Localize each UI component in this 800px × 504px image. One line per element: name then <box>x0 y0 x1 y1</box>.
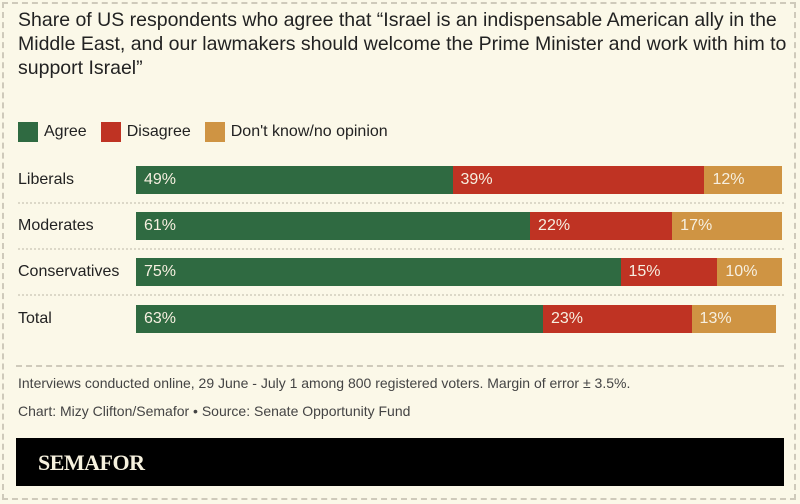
footer-bar: SEMAFOR <box>16 438 784 486</box>
legend-swatch <box>18 122 38 142</box>
legend-swatch <box>100 122 121 142</box>
row-separator <box>18 248 784 250</box>
legend-swatch <box>204 122 225 142</box>
legend-label: Agree <box>44 123 87 140</box>
bar-segment: 22% <box>530 212 673 240</box>
category-label: Conservatives <box>18 263 120 280</box>
legend-item: Don't know/no opinion <box>204 122 388 142</box>
divider <box>16 365 784 367</box>
bar-segment: 12% <box>704 166 782 194</box>
methodology-note: Interviews conducted online, 29 June - J… <box>18 375 631 391</box>
bar-segment: 63% <box>136 305 543 333</box>
row-separator <box>18 202 784 204</box>
credit-note: Chart: Mizy Clifton/Semafor • Source: Se… <box>18 403 411 419</box>
legend: Agree Disagree Don't know/no opinion <box>18 122 402 142</box>
legend-item: Disagree <box>100 122 191 142</box>
legend-label: Don't know/no opinion <box>230 123 388 140</box>
bar-row: Conservatives 75% 15% 10% <box>18 258 784 286</box>
bar-segment: 39% <box>452 166 705 194</box>
bar-segment: 61% <box>136 212 531 240</box>
chart-title: Share of US respondents who agree that “… <box>18 9 787 79</box>
category-label: Liberals <box>18 171 75 188</box>
semafor-logo: SEMAFOR <box>38 450 145 475</box>
bar-row: Liberals 49% 39% 12% <box>18 166 784 194</box>
bar-segment: 49% <box>136 166 453 194</box>
bar-segment: 10% <box>717 258 782 286</box>
legend-item: Agree <box>18 122 87 142</box>
row-separator <box>18 294 784 296</box>
legend-label: Disagree <box>126 123 191 140</box>
category-label: Moderates <box>18 217 94 234</box>
bar-row: Total 63% 23% 13% <box>18 305 784 333</box>
bar-segment: 17% <box>672 212 782 240</box>
category-label: Total <box>18 310 52 327</box>
bar-segment: 15% <box>620 258 718 286</box>
bar-segment: 75% <box>136 258 621 286</box>
bar-row: Moderates 61% 22% 17% <box>18 212 784 240</box>
bar-segment: 23% <box>542 305 692 333</box>
bar-segment: 13% <box>691 305 776 333</box>
